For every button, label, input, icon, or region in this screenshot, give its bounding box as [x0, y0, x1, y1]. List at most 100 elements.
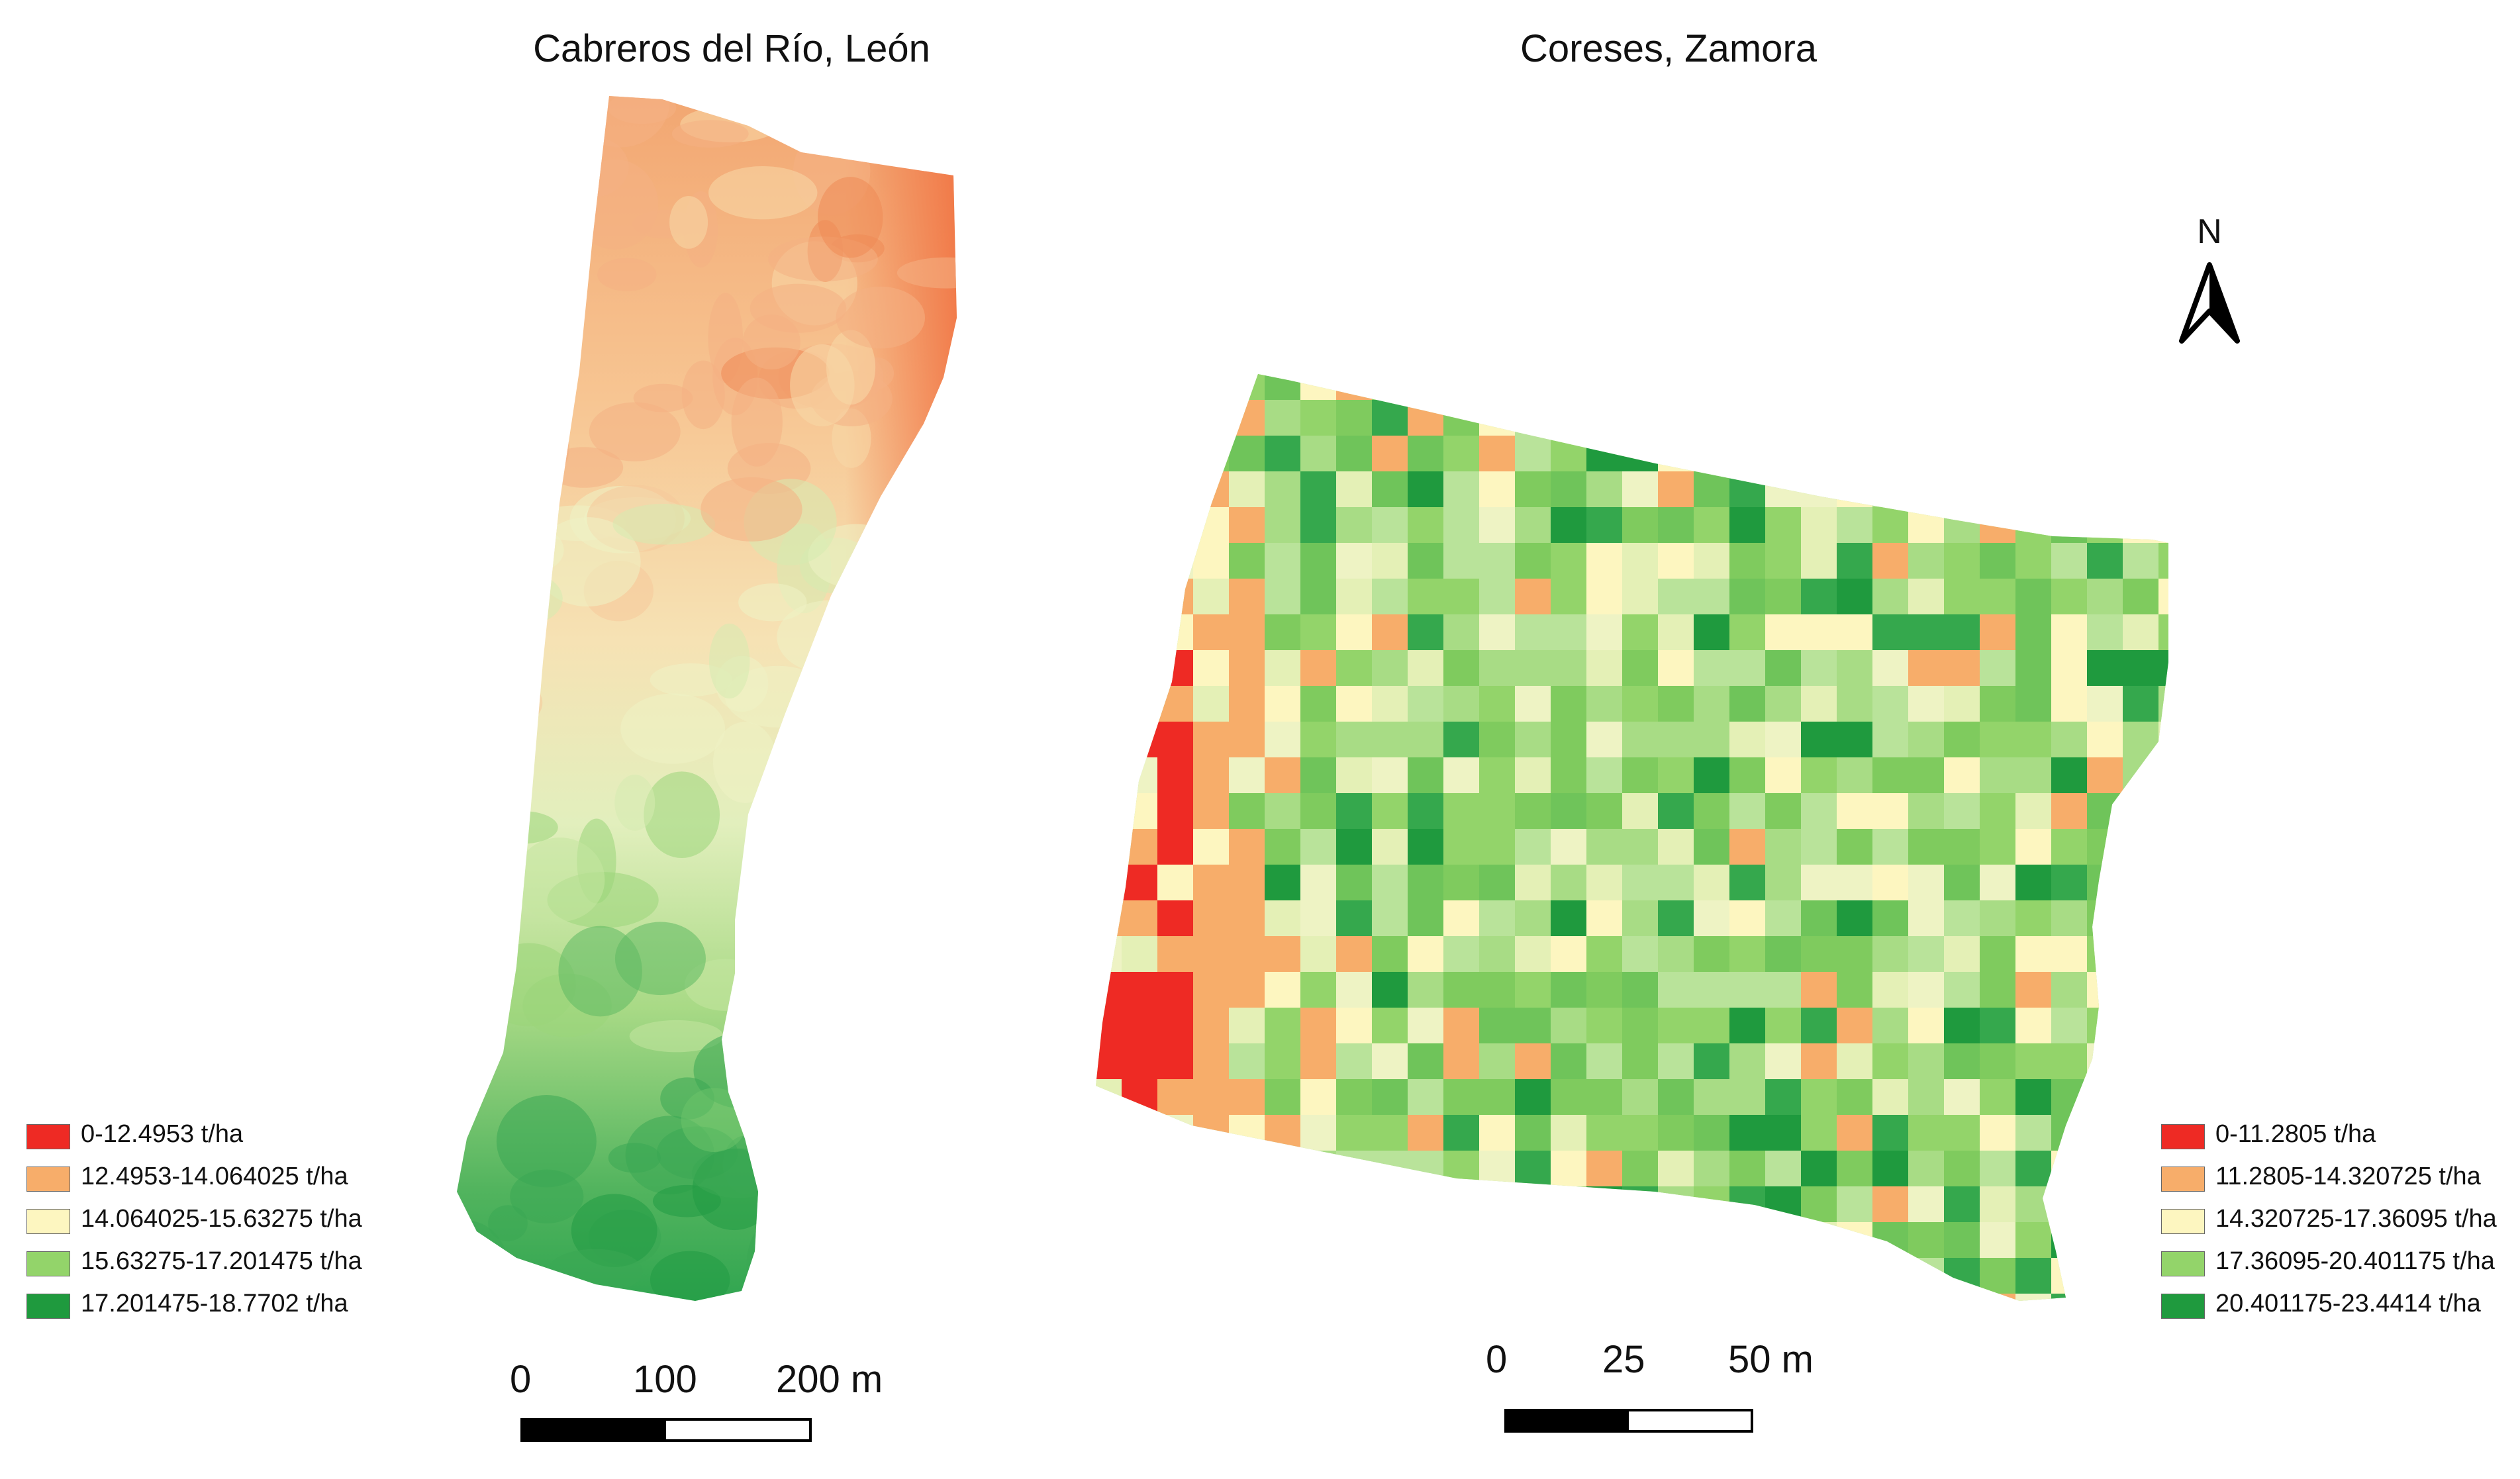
raster-cell: [1157, 471, 1193, 507]
raster-cell: [1229, 829, 1265, 865]
raster-cell: [1729, 1043, 1765, 1079]
raster-cell: [2158, 650, 2168, 686]
raster-cell: [1122, 1079, 1157, 1115]
raster-cell: [2015, 471, 2051, 507]
raster-cell: [1980, 1222, 2015, 1258]
raster-cell: [1265, 829, 1300, 865]
raster-cell: [1586, 471, 1622, 507]
raster-cell: [1729, 793, 1765, 829]
raster-cell: [1837, 614, 1872, 650]
raster-cell: [1300, 1151, 1336, 1186]
raster-cell: [1872, 1115, 1908, 1151]
raster-blob: [708, 623, 750, 699]
raster-cell: [1551, 650, 1586, 686]
raster-cell: [1801, 543, 1837, 579]
raster-cell: [1229, 1008, 1265, 1043]
raster-cell: [1658, 471, 1694, 507]
raster-cell: [1300, 936, 1336, 972]
scale-bar: [1504, 1409, 1753, 1433]
raster-cell: [1586, 1222, 1622, 1258]
raster-cell: [1408, 757, 1443, 793]
raster-cell: [1408, 900, 1443, 936]
raster-cell: [1193, 374, 1229, 400]
raster-blob: [771, 785, 812, 812]
raster-cell: [1944, 757, 1980, 793]
raster-cell: [1765, 543, 1801, 579]
raster-cell: [1336, 1222, 1372, 1258]
raster-cell: [1372, 1258, 1408, 1294]
raster-cell: [2123, 650, 2158, 686]
raster-cell: [1408, 972, 1443, 1008]
raster-cell: [1336, 1043, 1372, 1079]
raster-cell: [1694, 793, 1729, 829]
raster-cell: [1944, 1115, 1980, 1151]
raster-cell: [1372, 614, 1408, 650]
raster-cell: [2123, 436, 2158, 471]
raster-cell: [1765, 471, 1801, 507]
raster-cell: [1586, 650, 1622, 686]
raster-cell: [1193, 650, 1229, 686]
raster-blob: [608, 1143, 661, 1173]
raster-cell: [1300, 579, 1336, 614]
raster-cell: [1443, 1294, 1479, 1301]
raster-cell: [1765, 1151, 1801, 1186]
raster-blob: [483, 169, 577, 254]
raster-cell: [1622, 507, 1658, 543]
raster-cell: [1229, 1079, 1265, 1115]
raster-cell: [2123, 1079, 2158, 1115]
raster-cell: [1872, 1043, 1908, 1079]
raster-blob: [496, 1095, 597, 1188]
raster-cell: [1157, 757, 1193, 793]
raster-cell: [1551, 1186, 1586, 1222]
raster-cell: [2158, 936, 2168, 972]
raster-cell: [1122, 900, 1157, 936]
raster-cell: [1157, 1079, 1193, 1115]
raster-cell: [1765, 650, 1801, 686]
raster-blob: [738, 583, 807, 622]
raster-blob: [762, 975, 814, 1032]
raster-cell: [1122, 865, 1157, 900]
raster-cell: [1300, 471, 1336, 507]
raster-cell: [1551, 829, 1586, 865]
raster-blob: [652, 1184, 721, 1217]
raster-cell: [2123, 829, 2158, 865]
raster-cell: [1372, 722, 1408, 757]
raster-cell: [2051, 1258, 2087, 1294]
raster-cell: [1980, 1294, 2015, 1301]
raster-blob: [487, 277, 573, 304]
raster-cell: [1122, 1043, 1157, 1079]
raster-cell: [1479, 972, 1515, 1008]
raster-blob: [877, 1219, 957, 1288]
raster-blob: [629, 1020, 724, 1053]
raster-cell: [1193, 614, 1229, 650]
raster-cell: [1372, 1222, 1408, 1258]
raster-cell: [1229, 865, 1265, 900]
raster-cell: [1193, 507, 1229, 543]
raster-cell: [1837, 1186, 1872, 1222]
raster-cell: [1658, 865, 1694, 900]
raster-cell: [1479, 793, 1515, 829]
raster-blob: [783, 1096, 890, 1124]
raster-blob: [481, 262, 540, 322]
raster-blob: [862, 532, 957, 587]
raster-cell: [2051, 757, 2087, 793]
raster-cell: [1229, 793, 1265, 829]
raster-cell: [1944, 1008, 1980, 1043]
raster-cell: [1122, 1258, 1157, 1294]
legend-swatch: [2161, 1251, 2205, 1276]
raster-cell: [1229, 650, 1265, 686]
raster-cell: [2015, 1115, 2051, 1151]
raster-cell: [1622, 471, 1658, 507]
raster-blob: [509, 267, 565, 327]
raster-cell: [1157, 650, 1193, 686]
raster-cell: [2051, 579, 2087, 614]
raster-cell: [1300, 1079, 1336, 1115]
raster-cell: [1944, 900, 1980, 936]
raster-cell: [1908, 722, 1944, 757]
raster-cell: [1157, 1186, 1193, 1222]
legend-swatch: [2161, 1294, 2205, 1319]
raster-cell: [1872, 1222, 1908, 1258]
raster-cell: [1515, 471, 1551, 507]
raster-cell: [1443, 1186, 1479, 1222]
raster-cell: [1193, 579, 1229, 614]
